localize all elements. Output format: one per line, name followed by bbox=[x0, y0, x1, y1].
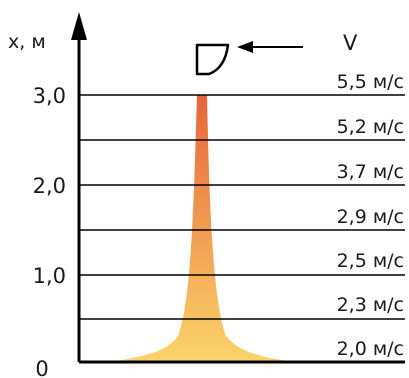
wind-speed-label: 3,7 м/с bbox=[337, 161, 404, 183]
wind-speed-label: 2,9 м/с bbox=[337, 206, 404, 228]
left-arrow-icon bbox=[237, 41, 303, 53]
plume-shape bbox=[113, 95, 294, 362]
wind-speed-label: 5,5 м/с bbox=[337, 71, 404, 93]
wind-speed-label: 2,0 м/с bbox=[337, 338, 404, 360]
level-lines bbox=[79, 94, 405, 320]
y-tick-label: 2,0 bbox=[33, 174, 66, 198]
y-axis-title: x, м bbox=[8, 31, 46, 53]
y-tick-label: 3,0 bbox=[33, 84, 66, 108]
anemometer-icon bbox=[195, 43, 230, 76]
wind-speed-label: 2,3 м/с bbox=[337, 294, 404, 316]
wind-speed-symbol: V bbox=[343, 31, 358, 55]
wind-speed-label: 5,2 м/с bbox=[337, 116, 404, 138]
wind-speed-label: 2,5 м/с bbox=[337, 250, 404, 272]
y-tick-label: 1,0 bbox=[33, 264, 66, 288]
origin-label: 0 bbox=[35, 357, 48, 378]
y-axis-arrow-icon bbox=[71, 12, 87, 40]
